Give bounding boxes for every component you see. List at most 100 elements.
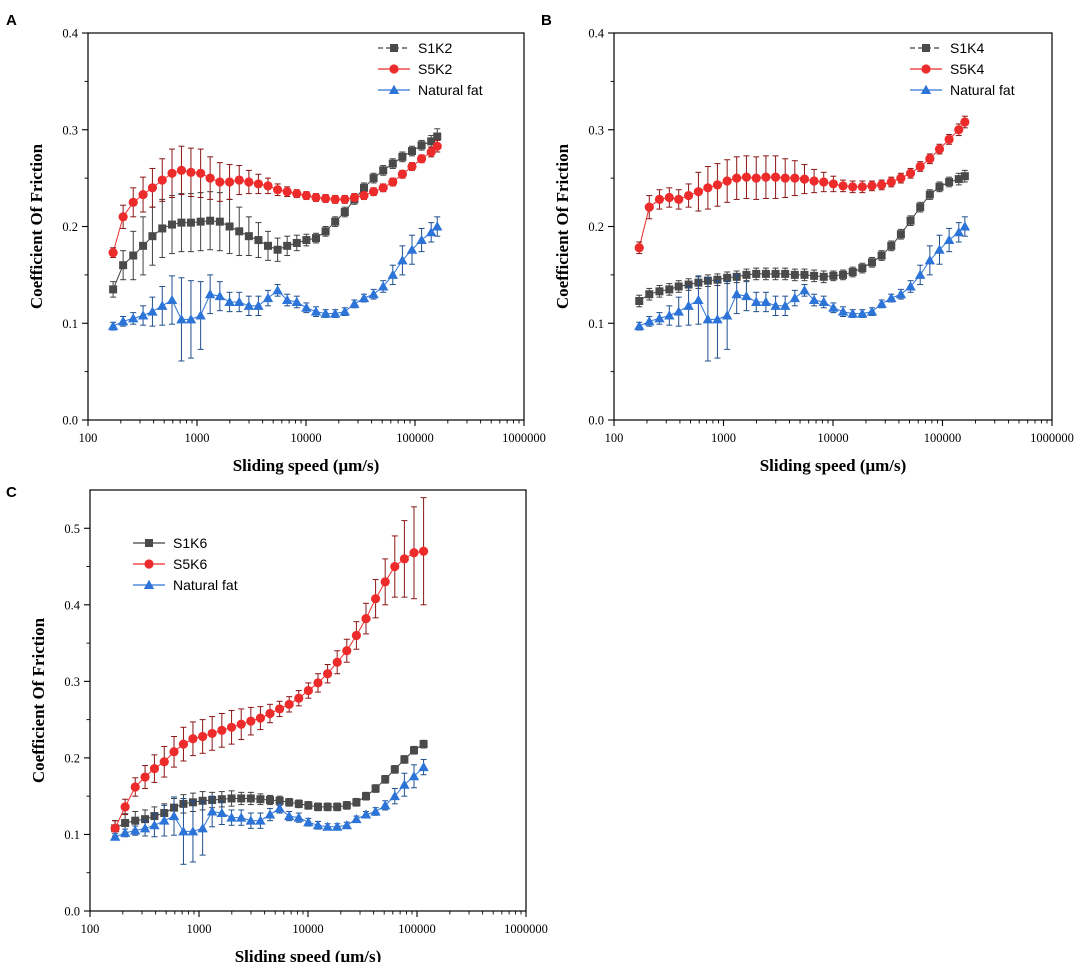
data-point [207, 728, 217, 739]
y-tick-label: 0.3 [588, 123, 604, 137]
data-point [130, 782, 140, 792]
data-point [722, 176, 732, 186]
data-point [176, 314, 187, 324]
x-tick-label: 100000 [398, 922, 436, 936]
data-point [147, 306, 158, 316]
data-point [285, 798, 294, 807]
data-point [664, 310, 675, 320]
data-point [380, 577, 390, 587]
data-point [389, 790, 400, 801]
panel-a: A 100 1000 10000 100000 1000000 0.0 0.1 0.2 0.3 0… [6, 12, 546, 475]
data-point [169, 747, 179, 757]
data-point [205, 173, 215, 183]
data-point [934, 244, 945, 254]
data-point [359, 190, 369, 201]
data-point [799, 174, 810, 184]
data-point [312, 820, 324, 830]
data-point [284, 699, 294, 709]
data-point [848, 182, 858, 192]
data-point [216, 807, 228, 818]
data-point [342, 801, 351, 810]
data-point [349, 298, 360, 308]
data-point [741, 290, 752, 301]
data-point [283, 241, 292, 250]
data-point [273, 185, 283, 195]
data-point [255, 815, 266, 825]
data-point [341, 820, 353, 830]
data-point [866, 306, 878, 316]
x-tick-label: 100 [605, 431, 624, 445]
x-tick-label: 1000000 [502, 431, 546, 445]
data-point [712, 180, 723, 190]
data-point [905, 168, 916, 178]
data-point [867, 181, 877, 191]
data-point [226, 812, 237, 822]
data-point [954, 175, 963, 184]
data-point [360, 809, 372, 819]
data-point [886, 292, 897, 303]
x-tick-label: 10000 [292, 922, 323, 936]
y-tick-label: 0.1 [588, 317, 604, 331]
series-s1k6 [111, 739, 428, 837]
data-point [858, 264, 867, 273]
data-point [377, 281, 389, 291]
data-point [197, 823, 208, 833]
data-point [224, 177, 235, 187]
data-point [644, 316, 655, 326]
data-point [351, 813, 362, 824]
data-point [634, 243, 644, 253]
data-point [138, 189, 148, 200]
x-axis-title: Sliding speed (μm/s) [233, 456, 380, 475]
data-point [272, 285, 283, 295]
data-point [837, 306, 849, 316]
data-point [944, 134, 954, 145]
data-point [246, 716, 256, 726]
data-point [187, 826, 199, 836]
data-point [819, 272, 828, 281]
data-point [301, 302, 312, 312]
data-point [291, 296, 302, 306]
series-s5k6 [110, 497, 429, 837]
series-s5k2 [108, 139, 442, 258]
data-point [398, 152, 407, 161]
x-tick-label: 10000 [817, 431, 848, 445]
data-point [432, 221, 443, 231]
data-point [684, 280, 693, 289]
data-point [217, 795, 226, 804]
data-point [674, 194, 684, 205]
data-point [236, 812, 247, 822]
x-tick-label: 100 [79, 431, 98, 445]
data-point [406, 244, 418, 254]
data-point [303, 817, 314, 827]
data-point [906, 216, 915, 225]
y-axis-title: Coefficient Of Friction [29, 617, 48, 783]
data-point [330, 194, 340, 205]
data-point [294, 799, 303, 808]
data-point [244, 177, 254, 187]
y-axis-title: Coefficient Of Friction [553, 143, 572, 309]
data-point [148, 232, 157, 241]
y-tick-label: 0.4 [588, 27, 604, 41]
data-point [313, 678, 323, 688]
data-point [159, 757, 169, 767]
data-point [905, 281, 916, 291]
data-point [362, 792, 371, 801]
legend-marker [390, 44, 398, 52]
data-point [253, 300, 264, 310]
data-point [351, 630, 362, 641]
data-point [178, 739, 189, 749]
data-point [368, 187, 379, 197]
data-point [683, 300, 694, 310]
data-point [388, 159, 397, 168]
data-point [848, 267, 857, 276]
data-point [810, 271, 819, 280]
y-tick-label: 0.1 [64, 828, 80, 842]
series-natural-fat [634, 216, 971, 362]
data-point [243, 300, 255, 310]
data-point [129, 251, 138, 260]
data-point [119, 261, 128, 270]
data-point [370, 594, 381, 604]
data-point [234, 175, 244, 185]
series-s1k4 [635, 169, 969, 308]
data-point [195, 310, 206, 320]
